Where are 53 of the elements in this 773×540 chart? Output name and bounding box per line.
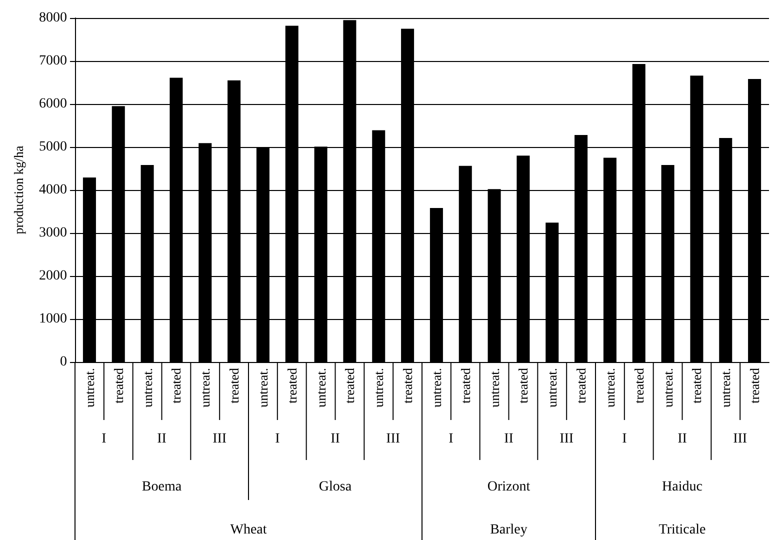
x-tick-label: treated [458, 368, 473, 404]
y-tick-label: 7000 [39, 54, 67, 68]
text: II [678, 432, 688, 446]
text: II [330, 432, 340, 446]
text: II [504, 432, 514, 446]
y-tick-label: 1000 [39, 312, 67, 326]
text: III [386, 432, 400, 446]
text: I [622, 432, 628, 446]
y-tick-label: 4000 [39, 182, 67, 198]
text: I [275, 432, 280, 446]
x-tick-label: untreat. [486, 368, 502, 408]
x-tick-label: treated [400, 368, 416, 404]
x-tick-label: treated [689, 368, 704, 404]
y-tick-label: 2000 [39, 268, 67, 284]
x-tick-label: treated [516, 368, 531, 404]
x-tick-label: treated [168, 368, 184, 404]
x-tick-label: treated [747, 368, 762, 404]
text: I [102, 432, 107, 446]
x-tick-label: treated [342, 368, 358, 404]
x-tick-label: treated [226, 368, 242, 404]
x-tick-label: untreat. [718, 368, 734, 408]
text: Orizont [487, 480, 530, 494]
x-tick-label: treated [574, 368, 589, 404]
x-tick-label: treated [110, 368, 126, 404]
text: Wheat [230, 522, 267, 538]
text: Boema [142, 480, 182, 494]
text: III [560, 432, 574, 446]
x-tick-label: untreat. [660, 368, 676, 408]
text: II [157, 432, 167, 446]
text: Barley [490, 522, 528, 538]
x-tick-label: untreat. [198, 368, 213, 408]
y-tick-label: 0 [60, 354, 67, 370]
text: Glosa [318, 480, 352, 494]
x-tick-label: untreat. [313, 368, 328, 408]
x-tick-label: untreat. [82, 368, 97, 408]
text: Triticale [658, 522, 706, 538]
x-tick-label: treated [284, 368, 300, 404]
y-tick-label: 3000 [39, 226, 67, 240]
x-tick-label: untreat. [602, 368, 618, 408]
x-tick-label: treated [631, 368, 646, 404]
y-axis-title: production kg/ha [11, 146, 26, 234]
text: I [448, 432, 454, 446]
text: Haiduc [662, 480, 702, 494]
text: III [733, 432, 748, 446]
x-tick-label: untreat. [544, 368, 560, 408]
y-tick-label: 8000 [39, 10, 67, 26]
x-tick-label: untreat. [255, 368, 270, 408]
y-tick-label: 6000 [39, 96, 67, 112]
text: III [212, 432, 227, 446]
x-tick-label: untreat. [371, 368, 386, 408]
x-tick-label: untreat. [140, 368, 155, 408]
x-tick-label: untreat. [428, 368, 444, 408]
y-tick-label: 5000 [39, 140, 67, 154]
